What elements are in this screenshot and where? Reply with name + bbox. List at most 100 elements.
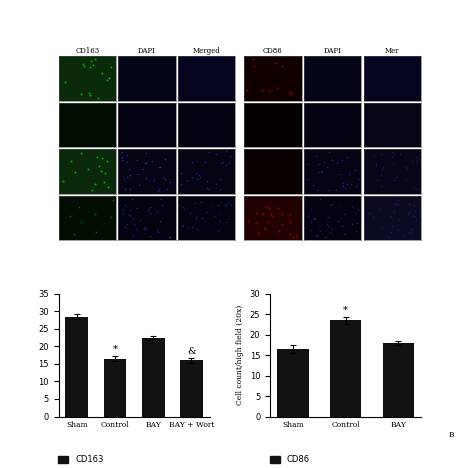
- Point: [413, 154, 420, 161]
- Point: [372, 161, 380, 168]
- Point: [265, 88, 273, 95]
- Point: [338, 222, 346, 230]
- Point: [353, 219, 360, 227]
- Point: [217, 175, 224, 183]
- Point: [343, 154, 351, 161]
- Point: [227, 152, 234, 160]
- Point: [370, 152, 378, 160]
- Point: [127, 172, 134, 179]
- Point: [303, 160, 311, 168]
- Point: [314, 232, 321, 239]
- Point: [406, 200, 413, 208]
- Point: [274, 205, 281, 212]
- Point: [126, 185, 133, 192]
- Point: [328, 156, 336, 163]
- Point: [412, 217, 419, 224]
- Title: Mer: Mer: [385, 47, 400, 55]
- Point: [369, 213, 377, 220]
- Point: [212, 150, 219, 157]
- Point: [373, 176, 380, 183]
- Point: [278, 62, 285, 70]
- Text: &: &: [187, 346, 196, 356]
- Point: [273, 84, 281, 91]
- Point: [322, 233, 329, 241]
- Point: [269, 212, 276, 219]
- Title: CD163: CD163: [75, 47, 99, 55]
- Point: [390, 159, 397, 166]
- Point: [130, 220, 138, 228]
- Point: [304, 175, 311, 183]
- Point: [312, 215, 319, 223]
- Point: [216, 218, 224, 225]
- Point: [142, 160, 150, 167]
- Point: [286, 211, 294, 218]
- Point: [129, 215, 136, 223]
- Point: [401, 162, 409, 169]
- Point: [109, 197, 117, 204]
- Title: CD86: CD86: [263, 47, 283, 55]
- Point: [123, 158, 131, 166]
- Point: [89, 61, 96, 69]
- Text: B: B: [448, 431, 454, 439]
- Point: [244, 217, 251, 225]
- Point: [391, 149, 398, 156]
- Point: [104, 158, 111, 165]
- Point: [145, 208, 152, 215]
- Point: [261, 224, 268, 232]
- Point: [164, 185, 171, 192]
- Point: [334, 217, 342, 225]
- Point: [154, 226, 161, 234]
- Point: [328, 200, 336, 208]
- Point: [148, 157, 156, 164]
- Point: [141, 223, 149, 231]
- Point: [188, 174, 196, 181]
- Point: [61, 78, 69, 86]
- Point: [313, 231, 320, 239]
- Point: [212, 180, 219, 188]
- Point: [304, 212, 312, 219]
- Point: [404, 164, 411, 171]
- Point: [394, 200, 401, 208]
- Point: [225, 159, 233, 167]
- Point: [136, 216, 144, 224]
- Point: [325, 187, 332, 194]
- Point: [354, 175, 362, 183]
- Point: [313, 186, 321, 193]
- Point: [216, 210, 224, 218]
- Point: [160, 173, 167, 181]
- Point: [91, 56, 98, 63]
- Point: [124, 151, 131, 159]
- Point: [378, 165, 386, 173]
- Point: [379, 163, 386, 170]
- Point: [155, 163, 162, 171]
- Bar: [277, 349, 309, 417]
- Point: [146, 209, 154, 217]
- Point: [410, 184, 417, 191]
- Point: [177, 169, 185, 177]
- Point: [184, 223, 191, 231]
- Point: [75, 204, 83, 211]
- Point: [204, 184, 211, 192]
- Point: [91, 211, 98, 218]
- Point: [124, 220, 131, 227]
- Point: [92, 229, 99, 236]
- Point: [202, 158, 209, 166]
- Point: [405, 228, 413, 235]
- Point: [314, 168, 322, 176]
- Point: [85, 89, 93, 96]
- Point: [192, 213, 199, 221]
- Point: [339, 179, 347, 186]
- Point: [95, 162, 102, 170]
- Point: [142, 150, 150, 157]
- Point: [102, 169, 109, 177]
- Point: [195, 171, 202, 179]
- Y-axis label: Cell count/high field (20x): Cell count/high field (20x): [236, 305, 244, 405]
- Point: [254, 230, 261, 237]
- Point: [222, 161, 230, 169]
- Point: [292, 232, 300, 239]
- Point: [326, 201, 334, 209]
- Point: [135, 181, 143, 189]
- Point: [146, 232, 154, 240]
- Point: [287, 90, 294, 98]
- Point: [264, 219, 272, 226]
